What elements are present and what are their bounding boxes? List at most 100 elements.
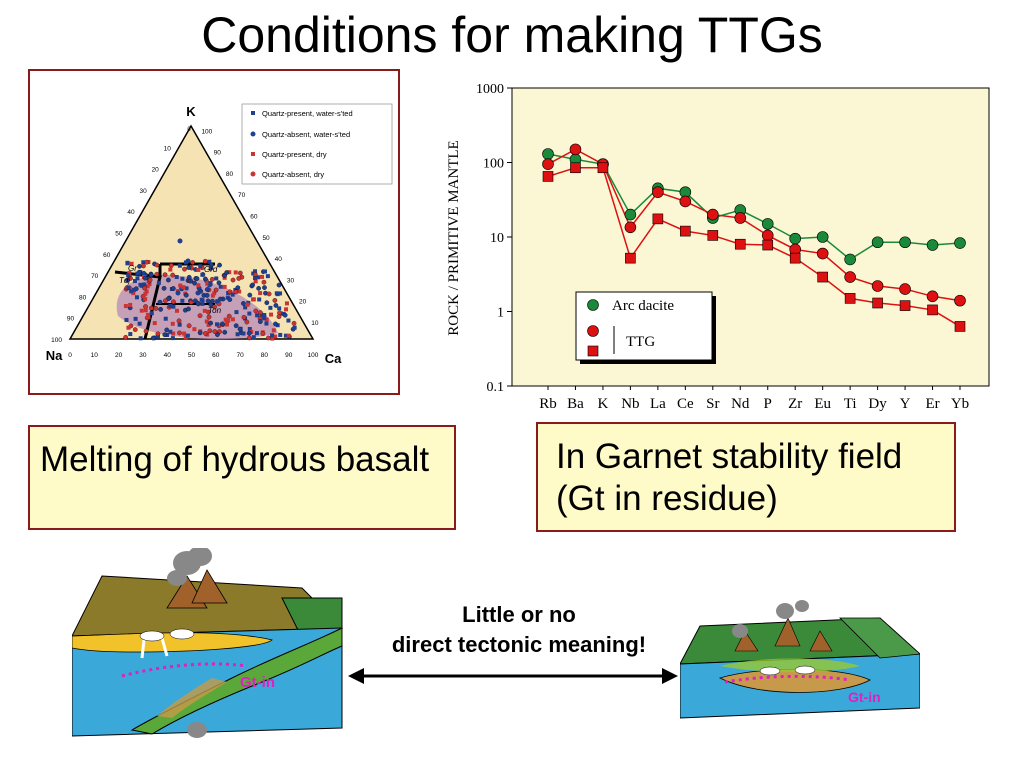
ternary-point [161, 285, 167, 291]
ternary-point [170, 272, 176, 278]
slide-title: Conditions for making TTGs [201, 7, 823, 63]
ternary-point [177, 330, 182, 336]
ternary-point [139, 283, 144, 288]
ternary-point [180, 298, 185, 303]
ternary-point [185, 333, 190, 338]
ternary-point [168, 267, 173, 272]
ternary-point [253, 308, 259, 314]
ternary-point [168, 329, 173, 334]
ternary-point [166, 277, 171, 283]
ternary-bottom-tick: 60 [212, 352, 220, 359]
ternary-point [145, 284, 150, 289]
ternary-left-tick: 80 [79, 294, 87, 301]
ternary-point [277, 306, 282, 311]
series-line-0 [547, 153, 961, 261]
ternary-point [147, 282, 152, 287]
gt-in-label-left: Gt-in [240, 674, 275, 691]
ternary-point [241, 314, 247, 320]
series-point-2 [899, 300, 911, 311]
ternary-data-points [123, 238, 297, 341]
ternary-point [262, 269, 267, 274]
ternary-point [261, 279, 267, 285]
ternary-point [150, 335, 156, 341]
ternary-point [131, 291, 136, 296]
ternary-point [186, 265, 192, 270]
ternary-point [152, 321, 157, 326]
legend-marker-2 [251, 152, 255, 156]
ternary-point [253, 279, 258, 284]
x-tick-label: Nd [731, 396, 750, 412]
ternary-point [250, 282, 255, 288]
ternary-point [138, 336, 143, 341]
ternary-left-tick: 30 [139, 188, 147, 195]
ternary-point [146, 315, 151, 320]
ternary-point [227, 297, 233, 302]
ternary-point [129, 289, 134, 294]
ternary-point [124, 317, 129, 322]
ternary-point [265, 274, 270, 279]
ternary-point [275, 292, 280, 297]
ternary-point [188, 300, 194, 305]
ternary-point [249, 329, 254, 334]
ternary-bottom-tick: 20 [115, 352, 123, 359]
ternary-right-tick: 30 [287, 277, 295, 284]
field-label-tdj: Tdj [119, 276, 130, 285]
ternary-point [143, 297, 148, 302]
ternary-point [241, 331, 246, 336]
ternary-point [154, 271, 160, 277]
ternary-point [226, 318, 231, 323]
spider-diagram: 1000 100 10 1 0.1 Rb Ba K Nb La Ce Sr Nd P Zr Eu Ti Dy Y Er… [446, 82, 990, 412]
ternary-point [171, 299, 176, 305]
ternary-bottom-tick: 100 [308, 352, 319, 359]
ternary-point [142, 275, 148, 281]
y-tick-label: 100 [483, 157, 504, 172]
ternary-point [272, 298, 278, 303]
ternary-right-tick: 20 [299, 299, 307, 306]
ternary-point [215, 332, 220, 337]
x-tick-label: Ce [677, 396, 694, 412]
legend-label-3: Quartz-absent, dry [262, 170, 324, 179]
series-point-1 [926, 290, 939, 303]
ternary-point [235, 332, 240, 337]
ternary-point [216, 280, 222, 286]
ternary-point [163, 298, 168, 304]
series-point-0 [542, 148, 554, 160]
caption-line-2: direct tectonic meaning! [391, 632, 647, 657]
gt-in-label-right: Gt-in [848, 689, 881, 705]
ternary-point [129, 261, 134, 266]
ternary-point [241, 301, 246, 306]
series-point-2 [789, 252, 801, 264]
ternary-diagram-panel: K 0 Na Ca 10 20 30 40 50 60 70 80 90 100 100 90 80 70… [28, 69, 400, 395]
series-point-0 [899, 236, 911, 249]
legend-marker-3 [250, 171, 256, 177]
ternary-point [155, 334, 160, 339]
ternary-point [149, 305, 154, 311]
ternary-point [183, 292, 189, 298]
ternary-point [278, 291, 283, 296]
ternary-point [215, 322, 220, 327]
ternary-right-tick: 50 [262, 235, 270, 242]
ternary-right-tick: 10 [311, 320, 319, 327]
series-point-2 [872, 297, 883, 309]
ternary-left-tick: 100 [51, 337, 62, 344]
ternary-point [247, 311, 252, 316]
ternary-point [174, 308, 179, 313]
ternary-point [174, 275, 179, 280]
series-point-0 [624, 208, 637, 221]
ternary-point [177, 263, 182, 268]
ternary-point [282, 312, 288, 318]
ternary-point [210, 298, 215, 304]
x-tick-label: Dy [868, 396, 887, 412]
ternary-point [164, 327, 170, 333]
hydrous-basalt-box: Melting of hydrous basalt [28, 425, 456, 530]
ternary-point [192, 280, 197, 286]
ternary-point [254, 331, 259, 336]
ternary-point [202, 258, 208, 264]
ternary-point [209, 276, 215, 282]
ternary-point [218, 284, 223, 289]
ternary-point [194, 276, 200, 281]
series-point-0 [926, 239, 939, 251]
ternary-point [264, 321, 269, 326]
legend-label-1: Quartz-absent, water-s'ted [262, 130, 350, 139]
series-point-1 [542, 158, 554, 170]
